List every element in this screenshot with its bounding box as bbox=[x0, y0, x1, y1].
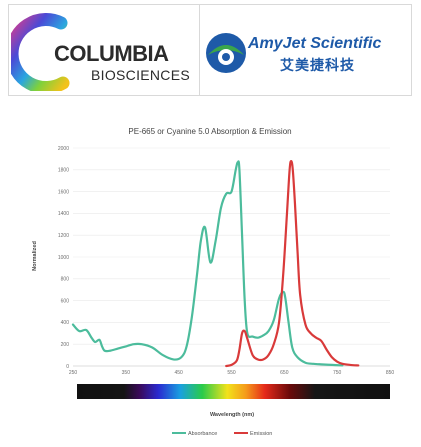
x-tick-label: 550 bbox=[227, 370, 236, 376]
amyjet-name: AmyJet Scientific bbox=[248, 35, 382, 52]
columbia-name: COLUMBIA bbox=[54, 41, 169, 66]
columbia-subtitle: BIOSCIENCES bbox=[91, 67, 190, 83]
y-tick-label: 0 bbox=[66, 364, 69, 370]
x-tick-label: 350 bbox=[122, 370, 131, 376]
x-axis-ticks: 250 350 450 550 650 750 850 bbox=[69, 370, 395, 376]
y-tick-label: 800 bbox=[61, 277, 70, 283]
x-tick-label: 450 bbox=[174, 370, 183, 376]
x-axis-label: Wavelength (nm) bbox=[210, 412, 254, 418]
y-axis-ticks: 0 200 400 600 800 1000 1200 1400 1600 1800 2000 bbox=[58, 146, 69, 370]
y-tick-label: 1400 bbox=[58, 211, 69, 217]
x-tick-label: 650 bbox=[280, 370, 289, 376]
y-tick-label: 1200 bbox=[58, 233, 69, 239]
chart-title: PE-665 or Cyanine 5.0 Absorption & Emiss… bbox=[128, 127, 291, 136]
columbia-ring-icon bbox=[11, 13, 70, 91]
x-tick-label: 850 bbox=[386, 370, 395, 376]
amyjet-subtitle: 艾美捷科技 bbox=[280, 57, 355, 73]
y-tick-label: 600 bbox=[61, 298, 70, 304]
chart-series bbox=[71, 159, 360, 368]
spectrum-bar bbox=[77, 384, 390, 399]
y-tick-label: 1000 bbox=[58, 255, 69, 261]
y-tick-label: 1800 bbox=[58, 168, 69, 174]
amyjet-logo-box: AmyJet Scientific 艾美捷科技 bbox=[199, 4, 412, 96]
spectrum-chart: PE-665 or Cyanine 5.0 Absorption & Emiss… bbox=[32, 127, 395, 437]
x-tick-label: 250 bbox=[69, 370, 78, 376]
series-line-emission bbox=[225, 159, 360, 368]
series-line-absorbance bbox=[71, 160, 344, 367]
y-tick-label: 400 bbox=[61, 320, 70, 326]
x-tick-label: 750 bbox=[333, 370, 342, 376]
y-tick-label: 2000 bbox=[58, 146, 69, 152]
y-tick-label: 1600 bbox=[58, 189, 69, 195]
y-axis-label: Normalized bbox=[32, 241, 38, 271]
legend-label-emission: Emission bbox=[250, 431, 272, 437]
amyjet-emblem-icon bbox=[206, 33, 246, 73]
legend-label-absorbance: Absorbance bbox=[188, 431, 217, 437]
chart-legend: Absorbance Emission bbox=[172, 431, 272, 437]
columbia-logo-box: COLUMBIA BIOSCIENCES bbox=[8, 4, 200, 96]
y-tick-label: 200 bbox=[61, 342, 70, 348]
chart-grid bbox=[73, 147, 390, 367]
